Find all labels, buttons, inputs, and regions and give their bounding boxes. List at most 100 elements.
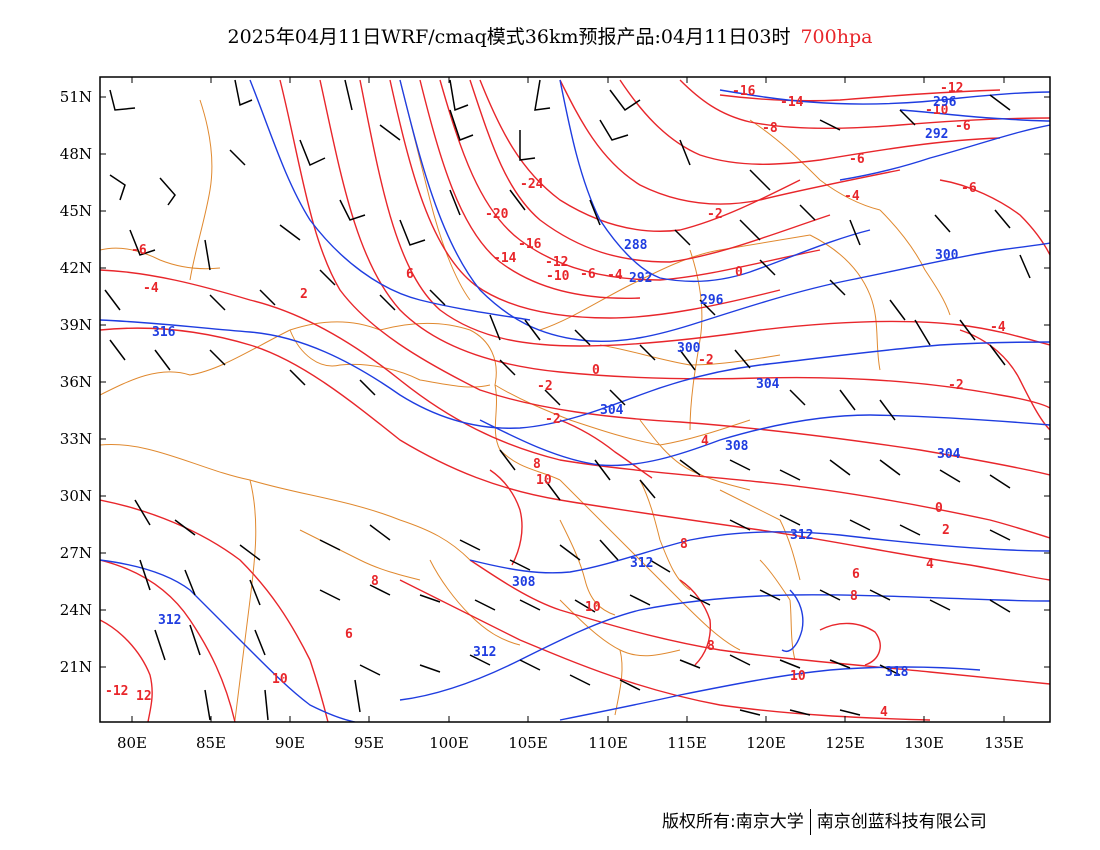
temp-label: 10	[536, 473, 552, 488]
lat-tick-label: 45N	[60, 202, 92, 220]
temp-label: 10	[790, 669, 806, 684]
lon-tick-label: 115E	[667, 734, 707, 752]
temp-label: -6	[961, 181, 977, 196]
height-label: 308	[725, 439, 749, 454]
temp-label: 8	[850, 589, 858, 604]
lat-tick-label: 27N	[60, 544, 92, 562]
height-label: 296	[933, 95, 957, 110]
height-label: 312	[630, 556, 653, 571]
temp-label: 12	[136, 689, 152, 704]
temp-label: 4	[701, 434, 709, 449]
temp-label: 8	[707, 639, 715, 654]
plot-frame	[99, 76, 1051, 723]
height-label: 300	[935, 248, 959, 263]
temp-label: -10	[546, 269, 570, 284]
temp-label: -24	[520, 177, 544, 192]
lon-tick-label: 120E	[746, 734, 786, 752]
temp-label: -2	[707, 207, 723, 222]
temp-label: -4	[844, 189, 860, 204]
lon-tick-label: 85E	[196, 734, 226, 752]
temp-label: 6	[852, 567, 860, 582]
height-label: 304	[937, 447, 961, 462]
temp-label: 4	[926, 557, 934, 572]
temp-label: -8	[762, 121, 778, 136]
temp-label: 8	[680, 537, 688, 552]
height-label: 312	[790, 528, 813, 543]
lat-tick-label: 24N	[60, 601, 92, 619]
temp-label: -10	[925, 103, 949, 118]
lon-tick-label: 100E	[429, 734, 469, 752]
temp-label: 10	[272, 672, 288, 687]
temp-label: -2	[545, 412, 561, 427]
height-label: 304	[600, 403, 624, 418]
temp-label: -12	[105, 684, 128, 699]
temp-label: 10	[585, 600, 601, 615]
lat-tick-label: 48N	[60, 145, 92, 163]
temp-label: -16	[732, 84, 756, 99]
axis-ticks	[100, 77, 1050, 722]
temp-label: 6	[406, 267, 414, 282]
height-label: 312	[158, 613, 181, 628]
lat-tick-label: 39N	[60, 316, 92, 334]
lat-tick-label: 30N	[60, 487, 92, 505]
temp-label: -4	[990, 320, 1006, 335]
temp-label: -4	[607, 268, 623, 283]
temp-label: -16	[518, 237, 542, 252]
temp-label: -2	[948, 378, 964, 393]
temperature-contours	[100, 79, 1050, 722]
temp-label: -14	[493, 251, 517, 266]
height-label: 300	[677, 341, 701, 356]
lat-tick-label: 36N	[60, 373, 92, 391]
height-label: 308	[512, 575, 536, 590]
lon-tick-label: 90E	[275, 734, 305, 752]
wind-barbs	[104, 79, 1031, 721]
temp-label: 6	[345, 627, 353, 642]
temp-label: -20	[485, 207, 509, 222]
lon-tick-label: 80E	[117, 734, 147, 752]
temp-label: 2	[942, 523, 950, 538]
height-contours	[100, 79, 1050, 722]
lon-tick-label: 125E	[825, 734, 865, 752]
height-label: 316	[152, 325, 176, 340]
temp-label: 4	[880, 705, 888, 720]
lon-tick-label: 105E	[508, 734, 548, 752]
temp-label: -6	[580, 267, 596, 282]
title-main: 2025年04月11日WRF/cmaq模式36km预报产品:04月11日03时	[227, 26, 791, 48]
temp-label: -2	[537, 379, 553, 394]
temp-label: -12	[545, 255, 568, 270]
copyright-owner: 版权所有:南京大学	[662, 812, 804, 832]
lon-tick-label: 95E	[354, 734, 384, 752]
temp-label: -12	[940, 81, 963, 96]
temp-label: -4	[143, 281, 159, 296]
lat-tick-label: 51N	[60, 88, 92, 106]
lat-tick-label: 42N	[60, 259, 92, 277]
height-label: 312	[473, 645, 496, 660]
temp-label: 0	[592, 363, 600, 378]
height-label: 292	[925, 127, 948, 142]
footer-divider	[809, 809, 811, 835]
temp-label: -6	[849, 152, 865, 167]
temp-label: 2	[300, 287, 308, 302]
temp-label: 0	[735, 265, 743, 280]
border-lines	[100, 79, 951, 721]
temp-label: -6	[131, 243, 147, 258]
height-label: 296	[700, 293, 724, 308]
chart-title: 2025年04月11日WRF/cmaq模式36km预报产品:04月11日03时 7…	[0, 22, 1100, 49]
lat-tick-label: 33N	[60, 430, 92, 448]
temp-label: -14	[780, 95, 804, 110]
temp-label: -6	[955, 119, 971, 134]
copyright-company: 南京创蓝科技有限公司	[816, 812, 987, 832]
temp-label: 8	[533, 457, 541, 472]
lat-tick-label: 21N	[60, 658, 92, 676]
height-label: 318	[885, 665, 909, 680]
title-level: 700hpa	[800, 26, 873, 48]
temp-label: 0	[935, 501, 943, 516]
height-label: 292	[629, 271, 652, 286]
copyright-footer: 版权所有:南京大学 南京创蓝科技有限公司	[662, 807, 987, 835]
lon-tick-label: 110E	[588, 734, 628, 752]
lon-tick-label: 130E	[904, 734, 944, 752]
lon-tick-label: 135E	[984, 734, 1024, 752]
temp-label: -2	[698, 353, 714, 368]
height-label: 288	[624, 238, 648, 253]
